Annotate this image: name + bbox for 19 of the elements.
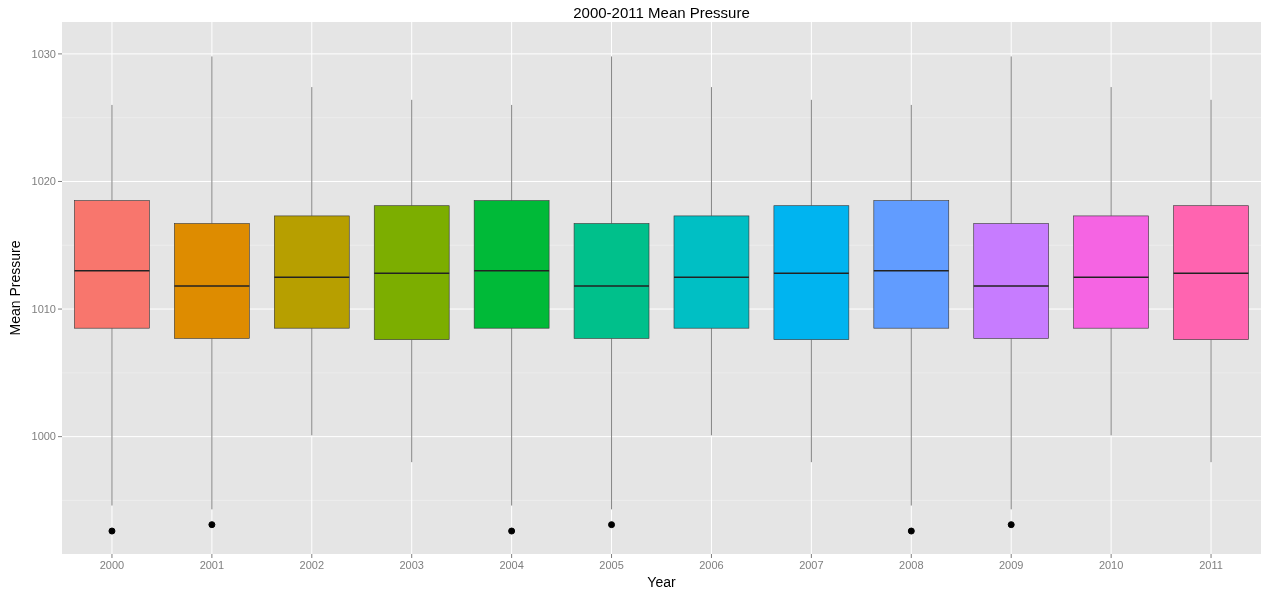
- y-tick-label: 1020: [31, 175, 56, 188]
- x-tick-label: 2002: [299, 559, 325, 571]
- x-tick-label: 2007: [799, 559, 824, 571]
- x-tick-label: 2005: [599, 559, 624, 571]
- x-tick-label: 2010: [1098, 559, 1124, 571]
- y-tick-label: 1030: [31, 47, 56, 60]
- x-tick-label: 2011: [1199, 559, 1223, 571]
- x-tick-label: 2001: [199, 559, 225, 571]
- x-tick-label: 2004: [499, 559, 524, 571]
- y-tick-label: 1000: [31, 430, 56, 443]
- x-tick-label: 2008: [899, 559, 924, 571]
- chart-title: 2000-2011 Mean Pressure: [573, 4, 750, 21]
- x-tick-label: 2000: [99, 559, 125, 571]
- x-tick-label: 2009: [998, 559, 1024, 571]
- x-tick-label: 2003: [399, 559, 424, 571]
- y-axis-title: Mean Pressure: [7, 240, 23, 336]
- y-tick-label: 1010: [31, 302, 56, 315]
- x-axis-title: Year: [647, 574, 676, 590]
- x-tick-label: 2006: [699, 559, 724, 571]
